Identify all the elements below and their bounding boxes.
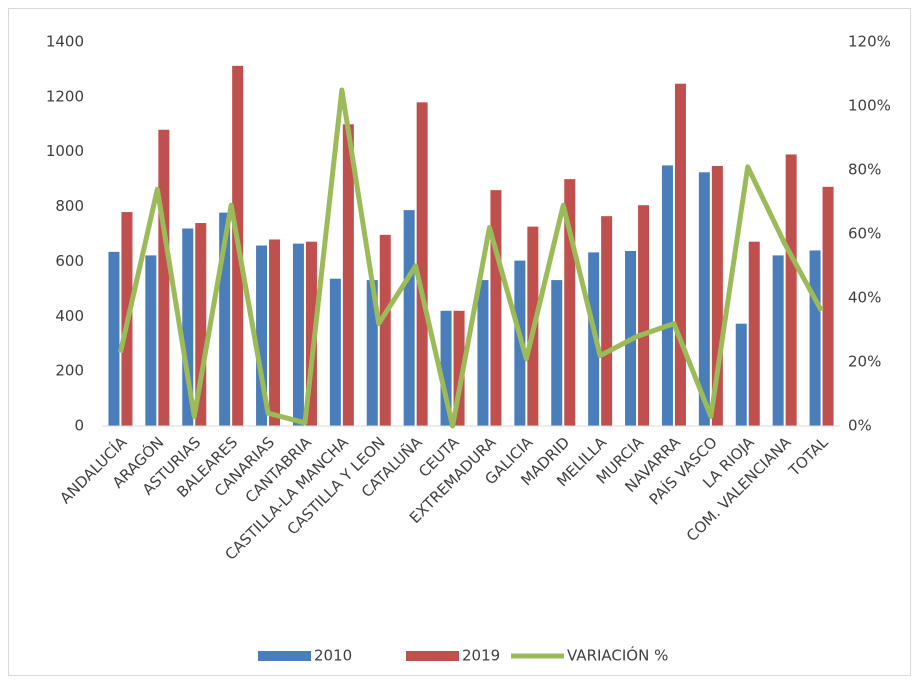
bar: [453, 310, 465, 426]
bar: [269, 239, 281, 426]
bar: [638, 205, 650, 426]
bar: [477, 280, 489, 426]
y-tick-label: 200: [55, 362, 84, 380]
bar: [748, 241, 760, 426]
bar: [785, 154, 797, 426]
y-tick-label: 800: [55, 197, 84, 215]
bar: [219, 212, 231, 426]
y2-tick-label: 80%: [848, 161, 881, 179]
y-tick-label: 600: [55, 252, 84, 270]
y2-tick-label: 40%: [848, 289, 881, 307]
bar: [342, 124, 354, 427]
bar: [145, 255, 157, 426]
line: [118, 87, 824, 429]
bar: [772, 255, 784, 426]
y2-tick-label: 60%: [848, 225, 881, 243]
y-tick-label: 1200: [46, 87, 84, 105]
bar: [440, 310, 452, 426]
bar: [822, 186, 834, 426]
y-tick-label: 0: [74, 417, 84, 435]
bar: [292, 243, 304, 426]
y-tick-label: 400: [55, 307, 84, 325]
y2-tick-label: 0%: [848, 417, 872, 435]
bar: [305, 241, 317, 426]
bar: [698, 172, 710, 426]
bar: [490, 190, 502, 426]
y2-tick-label: 100%: [848, 97, 891, 115]
y-tick-label: 1400: [46, 33, 84, 51]
bar: [601, 216, 613, 426]
y2-tick-label: 120%: [848, 33, 891, 51]
bar: [416, 102, 428, 426]
bar: [182, 228, 194, 426]
bar: [551, 280, 563, 426]
bar: [256, 245, 268, 426]
bar: [735, 323, 747, 426]
legend-label: VARIACIÓN %: [567, 646, 668, 665]
bar: [366, 280, 378, 426]
legend-swatch: [406, 651, 459, 661]
bar: [195, 223, 207, 426]
legend-label: 2010: [314, 647, 352, 665]
bar: [674, 83, 686, 426]
legend-label: 2019: [462, 647, 500, 665]
legend-swatch: [258, 651, 311, 661]
bar: [329, 278, 341, 426]
y2-tick-label: 20%: [848, 353, 881, 371]
y-tick-label: 1000: [46, 142, 84, 160]
bar: [661, 165, 673, 426]
bar: [564, 179, 576, 426]
bar: [809, 250, 821, 426]
bar: [403, 210, 415, 426]
bar: [108, 251, 120, 426]
bar: [711, 165, 723, 426]
bar: [158, 129, 170, 426]
bar: [379, 234, 391, 426]
